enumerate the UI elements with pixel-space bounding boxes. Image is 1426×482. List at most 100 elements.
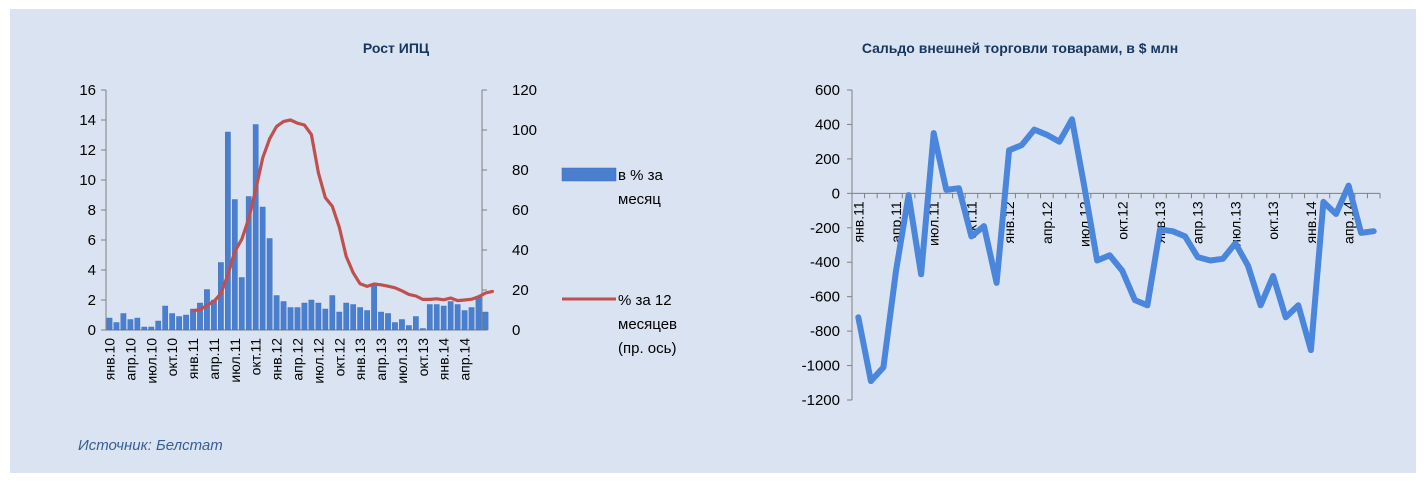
cpi-x-tick-label: окт.13	[415, 338, 431, 377]
cpi-monthly-bar	[336, 311, 343, 331]
cpi-annual-line	[191, 118, 494, 313]
trade-x-tick-label: окт.12	[1114, 201, 1130, 240]
cpi-monthly-bar	[148, 326, 155, 331]
cpi-x-tick-label: июл.11	[227, 338, 243, 383]
cpi-monthly-bar	[231, 199, 238, 331]
cpi-monthly-bar	[266, 238, 273, 331]
cpi-monthly-bar	[287, 307, 294, 331]
cpi-left-tick-label: 10	[79, 172, 96, 189]
legend-bar-label: месяц	[618, 191, 661, 208]
cpi-monthly-bar	[350, 304, 357, 331]
cpi-x-tick-label: окт.11	[248, 338, 264, 376]
cpi-monthly-bar	[204, 289, 210, 331]
trade-y-tick-label: 200	[815, 151, 840, 168]
trade-x-tick-label: июл.13	[1227, 201, 1243, 247]
cpi-chart-title: Рост ИПЦ	[363, 40, 430, 56]
trade-y-tick-label: 600	[815, 82, 840, 99]
cpi-left-tick-label: 2	[88, 292, 96, 309]
cpi-left-tick-label: 14	[79, 112, 96, 129]
cpi-monthly-bar	[364, 310, 370, 331]
charts-canvas: Рост ИПЦ 0 2 4 6 8 10 12 14 16 0 20 40 60 80 100 120 янв…	[78, 40, 1381, 454]
cpi-monthly-bar	[308, 299, 315, 331]
cpi-monthly-bar	[162, 305, 169, 331]
cpi-monthly-bar	[378, 311, 384, 331]
trade-y-tick-label: -1000	[802, 358, 840, 375]
cpi-left-tick-label: 12	[79, 142, 96, 159]
cpi-monthly-bar	[482, 311, 489, 331]
cpi-right-tick-label: 60	[512, 202, 529, 219]
trade-x-tick-label: янв.14	[1303, 201, 1319, 243]
cpi-monthly-bar	[399, 319, 405, 331]
cpi-x-tick-label: янв.12	[269, 338, 285, 380]
cpi-monthly-bar	[211, 299, 217, 331]
cpi-monthly-bar	[238, 277, 245, 331]
trade-y-tick-label: -600	[810, 289, 840, 306]
trade-chart-title: Сальдо внешней торговли товарами, в $ мл…	[862, 40, 1178, 56]
cpi-monthly-bar	[197, 302, 203, 331]
cpi-monthly-bar	[259, 206, 266, 331]
cpi-monthly-bar	[433, 304, 440, 331]
cpi-monthly-bar	[106, 317, 113, 331]
trade-y-tick-label: -200	[810, 220, 840, 237]
cpi-monthly-bar	[294, 307, 301, 331]
legend-line-label: (пр. ось)	[618, 340, 676, 357]
trade-x-tick-label: окт.13	[1265, 201, 1281, 240]
cpi-monthly-bar	[468, 307, 475, 331]
trade-y-tick-label: -1200	[802, 392, 840, 409]
cpi-x-tick-label: янв.10	[101, 338, 117, 380]
cpi-monthly-bar	[120, 313, 127, 331]
cpi-monthly-bar	[183, 314, 189, 331]
cpi-monthly-bar	[329, 295, 336, 331]
cpi-monthly-bar	[454, 304, 461, 331]
cpi-x-tick-label: апр.14	[457, 338, 473, 381]
cpi-monthly-bar	[315, 302, 322, 331]
legend-line-label: месяцев	[618, 316, 677, 333]
cpi-left-tick-label: 16	[79, 82, 96, 99]
trade-x-tick-label: июл.11	[926, 201, 942, 246]
cpi-monthly-bar	[385, 313, 391, 331]
cpi-monthly-bar	[245, 196, 252, 331]
cpi-left-tick-label: 8	[88, 202, 96, 219]
cpi-x-tick-label: янв.11	[185, 338, 201, 379]
cpi-monthly-bar	[252, 124, 259, 331]
cpi-monthly-bar	[134, 317, 141, 331]
cpi-left-tick-label: 4	[88, 262, 96, 279]
cpi-monthly-bar	[357, 307, 363, 331]
cpi-right-tick-label: 0	[512, 322, 520, 339]
cpi-x-tick-label: апр.12	[289, 338, 305, 381]
cpi-monthly-bar	[301, 302, 308, 331]
cpi-monthly-bar	[475, 296, 482, 331]
trade-y-tick-label: 400	[815, 116, 840, 133]
cpi-monthly-bar	[322, 308, 329, 331]
cpi-monthly-bar	[426, 304, 433, 331]
cpi-monthly-bar	[127, 319, 134, 331]
cpi-x-tick-label: июл.13	[394, 338, 410, 384]
cpi-x-tick-label: июл.12	[310, 338, 326, 384]
cpi-monthly-bar	[141, 326, 148, 331]
cpi-x-tick-label: янв.13	[352, 338, 368, 380]
cpi-monthly-bar	[280, 301, 287, 331]
cpi-monthly-bar	[273, 295, 280, 331]
cpi-plot-area: 0 2 4 6 8 10 12 14 16 0 20 40 60 80 100 120 янв.10 апр.10…	[79, 82, 537, 384]
trade-x-tick-label: апр.13	[1190, 201, 1206, 244]
cpi-monthly-bar	[190, 308, 196, 331]
cpi-monthly-bar	[461, 310, 468, 331]
cpi-monthly-bar	[176, 316, 182, 331]
legend-bar-swatch	[561, 167, 617, 182]
legend-bar-label: в % за	[618, 167, 664, 184]
legend-line-label: % за 12	[618, 292, 672, 309]
cpi-x-tick-label: янв.14	[436, 338, 452, 380]
cpi-right-tick-label: 100	[512, 122, 537, 139]
cpi-x-tick-label: июл.10	[143, 338, 159, 384]
charts-panel: Рост ИПЦ 0 2 4 6 8 10 12 14 16 0 20 40 60 80 100 120 янв…	[10, 9, 1416, 473]
cpi-right-tick-label: 40	[512, 242, 529, 259]
cpi-monthly-bar	[343, 302, 350, 331]
trade-x-tick-label: апр.12	[1039, 201, 1055, 244]
trade-x-tick-label: янв.11	[850, 201, 866, 242]
trade-y-tick-label: -800	[810, 323, 840, 340]
cpi-right-tick-label: 20	[512, 282, 529, 299]
trade-y-tick-label: 0	[832, 185, 840, 202]
cpi-monthly-bar	[440, 305, 447, 331]
cpi-monthly-bar	[113, 322, 120, 331]
cpi-legend: в % за месяц % за 12 месяцев (пр. ось)	[561, 167, 677, 357]
